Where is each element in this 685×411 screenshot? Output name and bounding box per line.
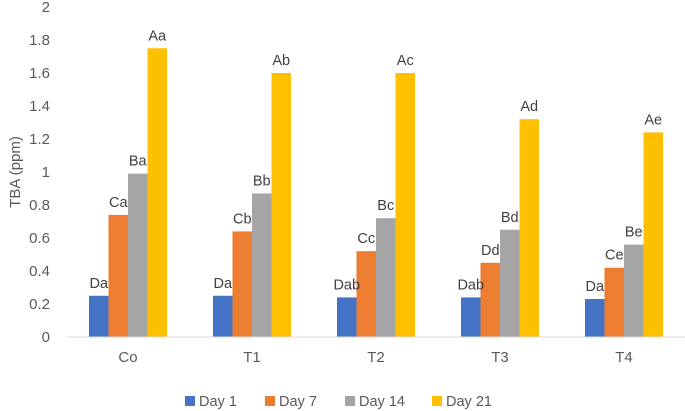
data-label: Da xyxy=(213,276,232,292)
legend: Day 1 Day 7 Day 14 Day 21 xyxy=(185,394,492,410)
bar-day-21-co xyxy=(147,48,167,337)
data-label: Ac xyxy=(397,53,414,69)
data-label: Cc xyxy=(357,231,375,247)
y-tick-label: 0 xyxy=(42,329,50,346)
data-label: Da xyxy=(585,279,604,295)
bar-day-7-t2 xyxy=(356,251,376,337)
data-label: Bc xyxy=(377,198,394,214)
bar-day-1-t4 xyxy=(585,299,605,337)
y-tick-label: 1.8 xyxy=(29,32,50,49)
bar-day-21-t3 xyxy=(519,119,539,337)
y-tick-label: 0.4 xyxy=(29,263,50,280)
data-label: Ba xyxy=(129,154,148,170)
x-tick-label: T1 xyxy=(243,349,261,366)
bar-day-14-t4 xyxy=(624,244,644,337)
data-label: Cb xyxy=(233,211,252,227)
bars-group xyxy=(89,48,663,337)
bar-day-14-t1 xyxy=(252,193,272,337)
data-label: Ce xyxy=(605,248,624,264)
legend-label: Day 21 xyxy=(446,394,492,410)
bar-day-14-t3 xyxy=(500,229,520,337)
data-label: Dab xyxy=(457,277,484,293)
data-label: Ad xyxy=(520,99,538,115)
bar-day-1-t1 xyxy=(213,295,233,337)
bar-day-7-t4 xyxy=(604,267,624,337)
bar-day-14-co xyxy=(128,173,148,337)
y-tick-label: 0.2 xyxy=(29,296,50,313)
data-label: Aa xyxy=(148,28,167,44)
data-label: Dd xyxy=(481,243,500,259)
x-tick-label: T4 xyxy=(615,349,633,366)
legend-swatch xyxy=(265,396,275,406)
bar-day-14-t2 xyxy=(376,218,396,337)
data-labels-group: DaCaBaAaDaCbBbAbDabCcBcAcDabDdBdAdDaCeBe… xyxy=(89,28,662,295)
bar-day-7-t1 xyxy=(232,231,252,337)
bar-day-21-t4 xyxy=(643,132,663,337)
x-axis-ticks: Co T1 T2 T3 T4 xyxy=(118,349,632,366)
data-label: Ca xyxy=(109,195,128,211)
data-label: Bb xyxy=(253,173,271,189)
x-tick-label: Co xyxy=(118,349,137,366)
y-tick-label: 0.6 xyxy=(29,230,50,247)
y-tick-label: 1 xyxy=(42,164,50,181)
y-axis-title: TBA (ppm) xyxy=(7,136,24,208)
legend-swatch xyxy=(185,396,195,406)
bar-day-1-t2 xyxy=(337,297,357,337)
data-label: Da xyxy=(89,276,108,292)
y-tick-label: 1.2 xyxy=(29,131,50,148)
y-tick-label: 2 xyxy=(42,0,50,16)
bar-day-1-co xyxy=(89,295,109,337)
data-label: Bd xyxy=(501,210,519,226)
y-tick-label: 1.4 xyxy=(29,98,50,115)
y-tick-label: 1.6 xyxy=(29,65,50,82)
y-tick-label: 0.8 xyxy=(29,197,50,214)
bar-day-1-t3 xyxy=(461,297,481,337)
legend-label: Day 14 xyxy=(359,394,405,410)
bar-day-7-co xyxy=(108,214,128,337)
data-label: Dab xyxy=(333,277,360,293)
x-tick-label: T3 xyxy=(491,349,509,366)
bar-day-21-t2 xyxy=(395,73,415,337)
legend-swatch xyxy=(345,396,355,406)
data-label: Ab xyxy=(272,53,290,69)
x-tick-label: T2 xyxy=(367,349,385,366)
legend-label: Day 1 xyxy=(199,394,237,410)
y-axis-ticks: 0 0.2 0.4 0.6 0.8 1 1.2 1.4 1.6 1.8 2 xyxy=(29,0,50,346)
bar-day-7-t3 xyxy=(480,262,500,337)
bar-day-21-t1 xyxy=(271,73,291,337)
data-label: Ae xyxy=(644,112,662,128)
legend-swatch xyxy=(432,396,442,406)
legend-label: Day 7 xyxy=(279,394,317,410)
data-label: Be xyxy=(625,225,643,241)
